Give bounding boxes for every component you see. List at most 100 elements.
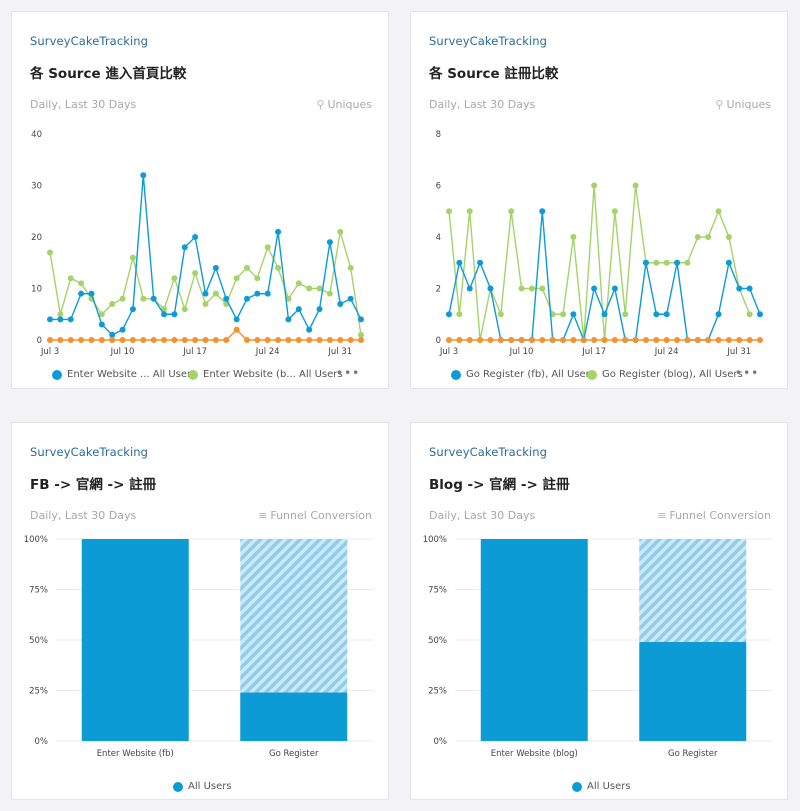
legend-item[interactable]: Go Register (blog), All Users: [587, 369, 743, 380]
more-options-icon[interactable]: •••: [735, 366, 760, 380]
data-point: [316, 337, 323, 343]
data-point: [642, 259, 649, 266]
y-tick-label: 20: [31, 233, 42, 243]
y-tick-label: 10: [31, 285, 42, 295]
data-point: [622, 311, 629, 318]
data-point: [674, 337, 681, 343]
data-point: [119, 326, 126, 333]
x-tick-label: Jul 31: [327, 347, 352, 357]
data-point: [88, 290, 95, 297]
data-point: [715, 311, 722, 318]
data-point: [285, 316, 292, 323]
metric-label: ⚲ Uniques: [715, 98, 771, 111]
project-name[interactable]: SurveyCakeTracking: [429, 34, 548, 48]
data-point: [243, 264, 250, 271]
data-point: [98, 321, 105, 328]
legend-dot: [587, 369, 597, 380]
data-point: [295, 280, 302, 287]
y-tick-label: 25%: [29, 687, 48, 697]
data-point: [337, 337, 344, 343]
metric-text: Uniques: [726, 98, 771, 111]
data-point: [150, 295, 157, 302]
data-point: [528, 285, 535, 292]
data-point: [725, 234, 732, 240]
legend-item[interactable]: Enter Website ... All Users: [52, 369, 196, 380]
y-tick-label: 100%: [423, 535, 447, 545]
data-point: [67, 275, 74, 282]
project-name[interactable]: SurveyCakeTracking: [30, 445, 149, 459]
data-point: [456, 259, 463, 266]
data-point: [611, 208, 618, 215]
data-point: [98, 337, 105, 343]
data-point: [171, 337, 178, 343]
chart-title[interactable]: 各 Source 註冊比較: [429, 66, 559, 82]
data-point: [539, 208, 546, 215]
chart-title[interactable]: Blog -> 官網 -> 註冊: [429, 477, 570, 493]
data-point: [202, 300, 209, 307]
data-point: [466, 337, 473, 343]
line-chart: 0 10 20 30 40 Jul 3 Jul 10 Jul 17 Jul 24 Jul 31: [31, 130, 364, 357]
data-point: [601, 337, 608, 343]
funnel-card-fb: SurveyCakeTracking FB -> 官網 -> 註冊 Daily,…: [11, 422, 389, 800]
data-point: [591, 285, 598, 292]
dropoff-bar: [639, 539, 747, 643]
legend-item[interactable]: Go Register (fb), All Users: [451, 369, 595, 380]
x-category-label: Go Register: [668, 749, 718, 759]
data-point: [705, 337, 712, 343]
data-point: [684, 259, 691, 266]
data-point: [57, 311, 64, 318]
data-point: [653, 259, 660, 266]
data-point: [674, 259, 681, 266]
data-point: [202, 290, 209, 297]
legend-item[interactable]: All Users: [173, 781, 232, 792]
data-point: [684, 337, 691, 343]
project-name[interactable]: SurveyCakeTracking: [30, 34, 149, 48]
data-point: [119, 337, 126, 343]
data-point: [601, 311, 608, 318]
data-point: [508, 337, 515, 343]
data-point: [570, 311, 577, 318]
data-point: [497, 337, 504, 343]
data-point: [306, 326, 313, 333]
data-point: [67, 316, 74, 323]
data-point: [119, 295, 126, 302]
data-point: [129, 254, 136, 261]
legend-dot: [451, 369, 461, 380]
chart-title[interactable]: 各 Source 進入首頁比較: [30, 66, 187, 82]
conversion-bar: [480, 539, 588, 741]
y-tick-label: 0%: [35, 737, 49, 747]
data-point: [560, 337, 567, 343]
data-point: [326, 239, 333, 246]
funnel-bar-chart: 0% 25% 50% 75% 100% Enter Website (blog) Go Re…: [423, 535, 772, 759]
date-range: Daily, Last 30 Days: [30, 509, 137, 522]
data-point: [725, 259, 732, 266]
data-point: [212, 264, 219, 271]
uniques-icon: ⚲: [316, 98, 325, 111]
data-point: [129, 306, 136, 313]
data-point: [694, 234, 701, 240]
data-point: [192, 234, 199, 240]
data-point: [466, 285, 473, 292]
metric-text: Funnel Conversion: [270, 509, 372, 522]
project-name[interactable]: SurveyCakeTracking: [429, 445, 548, 459]
legend-dot: [52, 369, 62, 380]
series-line: [448, 185, 751, 341]
data-point: [233, 326, 240, 333]
y-tick-label: 50%: [428, 636, 447, 646]
data-point: [518, 337, 525, 343]
data-point: [140, 337, 147, 343]
data-point: [285, 337, 292, 343]
data-point: [171, 311, 178, 318]
legend-item[interactable]: Enter Website (b... All Users: [188, 369, 343, 380]
y-tick-label: 25%: [428, 687, 447, 697]
x-tick-label: Jul 24: [654, 347, 679, 357]
funnel-bar-chart: 0% 25% 50% 75% 100% Enter Website (fb) Go Regi…: [24, 535, 373, 759]
legend-item[interactable]: All Users: [572, 781, 631, 792]
legend-label: All Users: [587, 781, 631, 792]
data-point: [653, 311, 660, 318]
data-point: [47, 316, 53, 323]
data-point: [591, 337, 598, 343]
more-options-icon[interactable]: •••: [336, 366, 361, 380]
data-point: [446, 311, 452, 318]
chart-title[interactable]: FB -> 官網 -> 註冊: [30, 477, 157, 493]
